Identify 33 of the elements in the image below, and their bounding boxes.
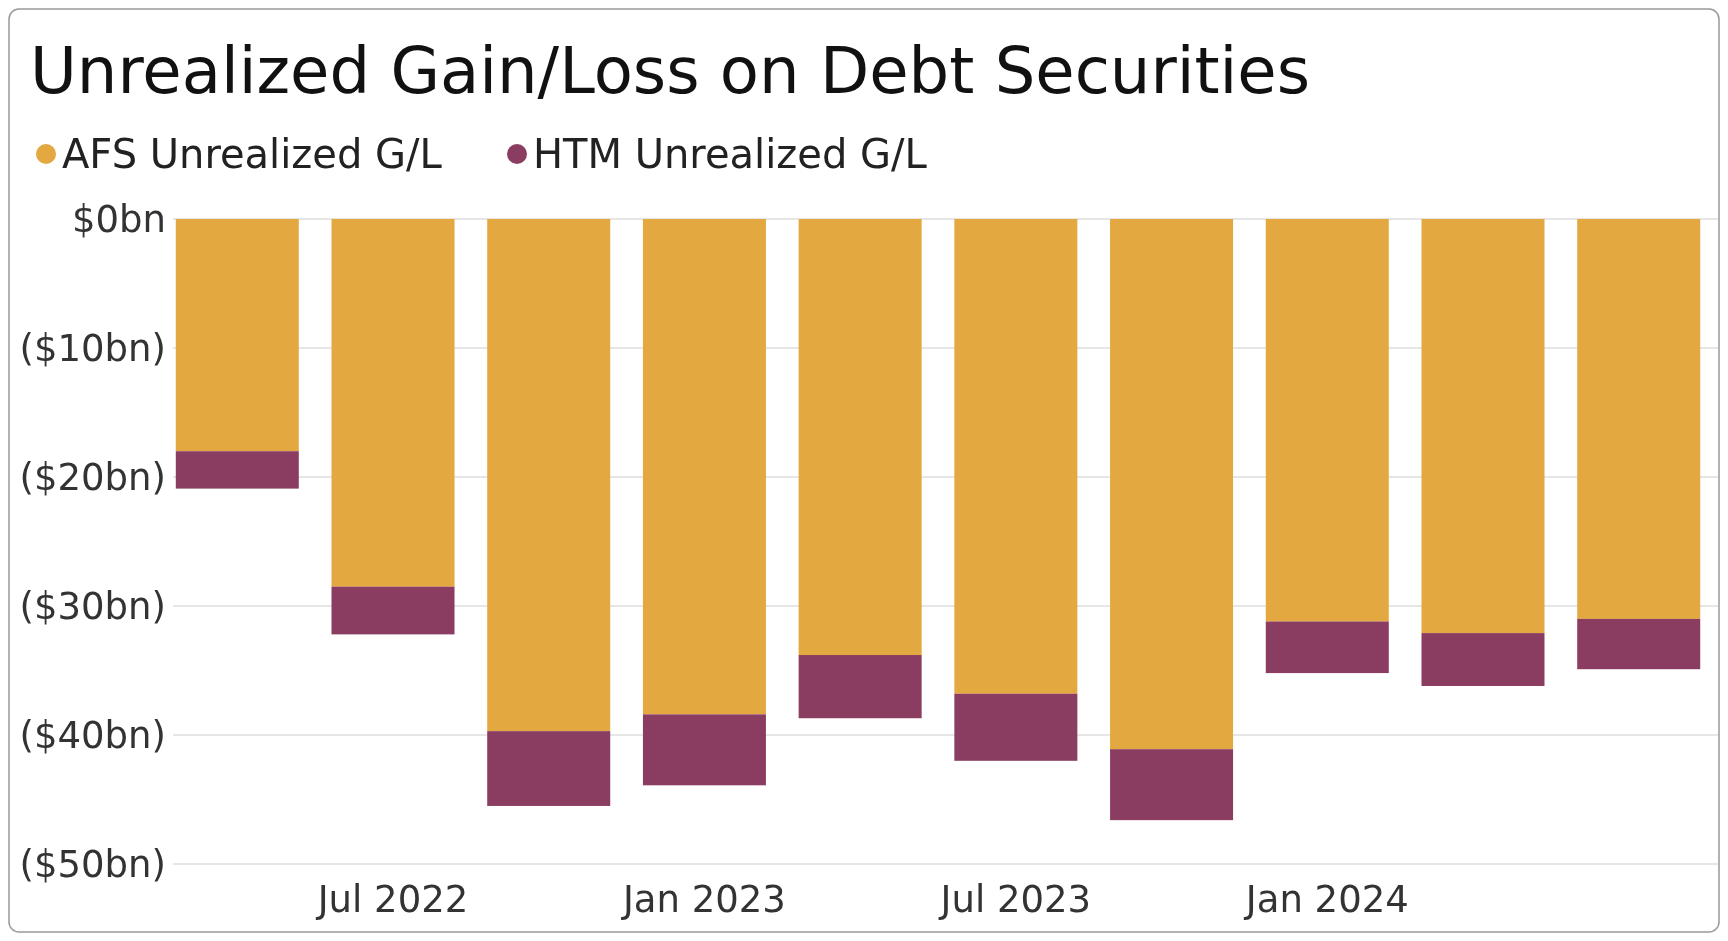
legend-label: AFS Unrealized G/L [62,131,443,177]
bar [175,451,299,489]
bar [175,219,299,452]
x-tick-label: Jan 2023 [620,878,786,921]
bar [1421,219,1545,634]
bar [487,731,611,806]
bar [954,693,1078,761]
x-tick-label: Jan 2024 [1243,878,1409,921]
bar [1421,633,1545,686]
bar [1265,219,1389,622]
chart-title: Unrealized Gain/Loss on Debt Securities [30,34,1311,108]
bar [331,586,455,635]
legend-label: HTM Unrealized G/L [533,131,928,177]
bar [1577,618,1701,670]
bar [1110,219,1234,750]
bar [642,714,766,786]
bar [487,219,611,732]
y-tick-label: ($30bn) [19,584,166,628]
y-tick-label: ($10bn) [19,326,166,370]
bar [798,655,922,719]
bar [1265,621,1389,674]
bar [798,219,922,656]
y-tick-label: ($40bn) [19,713,166,757]
y-tick-label: $0bn [71,197,166,241]
x-tick-label: Jul 2023 [938,878,1092,921]
y-tick-label: ($50bn) [19,842,166,886]
y-tick-label: ($20bn) [19,455,166,499]
bar [1577,219,1701,619]
x-tick-label: Jul 2022 [315,878,469,921]
bar [1110,749,1234,821]
bar [954,219,1078,694]
bar [642,219,766,715]
bar [331,219,455,587]
